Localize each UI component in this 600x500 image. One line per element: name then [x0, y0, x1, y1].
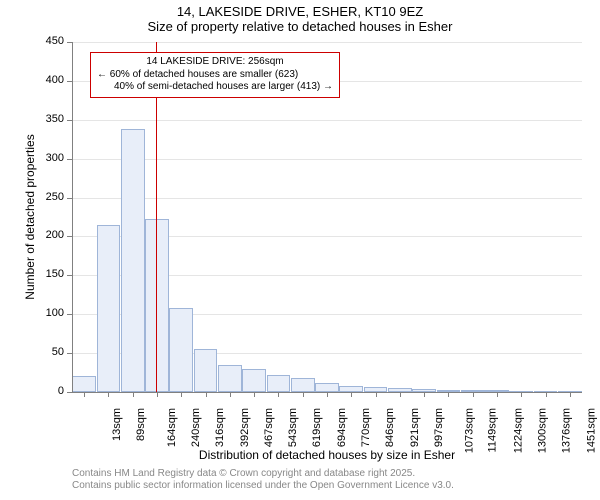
histogram-bar	[194, 349, 218, 392]
annotation-line-1: 14 LAKESIDE DRIVE: 256sqm	[97, 56, 333, 69]
histogram-bar	[267, 375, 291, 392]
histogram-bar	[121, 129, 145, 392]
x-tick-label: 1149sqm	[487, 408, 499, 452]
chart-container: 14, LAKESIDE DRIVE, ESHER, KT10 9EZ Size…	[0, 0, 600, 500]
x-tick-label: 846sqm	[384, 408, 396, 447]
histogram-bar	[291, 378, 315, 392]
grid-line	[72, 42, 582, 43]
annotation-box: 14 LAKESIDE DRIVE: 256sqm ← 60% of detac…	[90, 52, 340, 98]
y-tick-label: 0	[32, 385, 64, 397]
x-axis-line	[72, 392, 582, 393]
footer: Contains HM Land Registry data © Crown c…	[72, 468, 454, 492]
x-tick-label: 316sqm	[214, 408, 226, 447]
histogram-bar	[218, 365, 242, 392]
histogram-bar	[169, 308, 193, 392]
histogram-bar	[97, 225, 121, 392]
x-tick-label: 89sqm	[135, 408, 147, 441]
x-tick-label: 1073sqm	[463, 408, 475, 453]
x-tick-label: 240sqm	[190, 408, 202, 447]
histogram-bar	[72, 376, 96, 392]
y-tick-label: 50	[32, 346, 64, 358]
x-tick-label: 770sqm	[360, 408, 372, 447]
x-tick-label: 619sqm	[312, 408, 324, 447]
grid-line	[72, 198, 582, 199]
y-axis-line	[72, 42, 73, 392]
x-tick-label: 997sqm	[433, 408, 445, 447]
grid-line	[72, 120, 582, 121]
title-block: 14, LAKESIDE DRIVE, ESHER, KT10 9EZ Size…	[0, 4, 600, 34]
x-tick-label: 694sqm	[336, 408, 348, 447]
x-tick-label: 1376sqm	[561, 408, 573, 453]
grid-line	[72, 159, 582, 160]
x-tick-label: 543sqm	[287, 408, 299, 447]
x-tick-label: 467sqm	[263, 408, 275, 447]
x-tick-label: 392sqm	[239, 408, 251, 447]
footer-line-1: Contains HM Land Registry data © Crown c…	[72, 468, 454, 480]
annotation-line-2: ← 60% of detached houses are smaller (62…	[97, 69, 333, 82]
annotation-line-3: 40% of semi-detached houses are larger (…	[97, 81, 333, 94]
title-main: 14, LAKESIDE DRIVE, ESHER, KT10 9EZ	[0, 4, 600, 19]
x-tick-label: 164sqm	[166, 408, 178, 447]
x-axis-label: Distribution of detached houses by size …	[72, 448, 582, 462]
x-tick-label: 1224sqm	[512, 408, 524, 453]
x-tick-label: 1300sqm	[536, 408, 548, 453]
histogram-bar	[315, 383, 339, 392]
x-tick-label: 921sqm	[409, 408, 421, 447]
title-sub: Size of property relative to detached ho…	[0, 19, 600, 34]
y-axis-label: Number of detached properties	[23, 117, 37, 317]
x-tick-label: 1451sqm	[585, 408, 597, 453]
x-tick-label: 13sqm	[111, 408, 123, 441]
y-tick-label: 450	[32, 35, 64, 47]
y-tick-label: 400	[32, 74, 64, 86]
histogram-bar	[242, 369, 266, 392]
footer-line-2: Contains public sector information licen…	[72, 480, 454, 492]
